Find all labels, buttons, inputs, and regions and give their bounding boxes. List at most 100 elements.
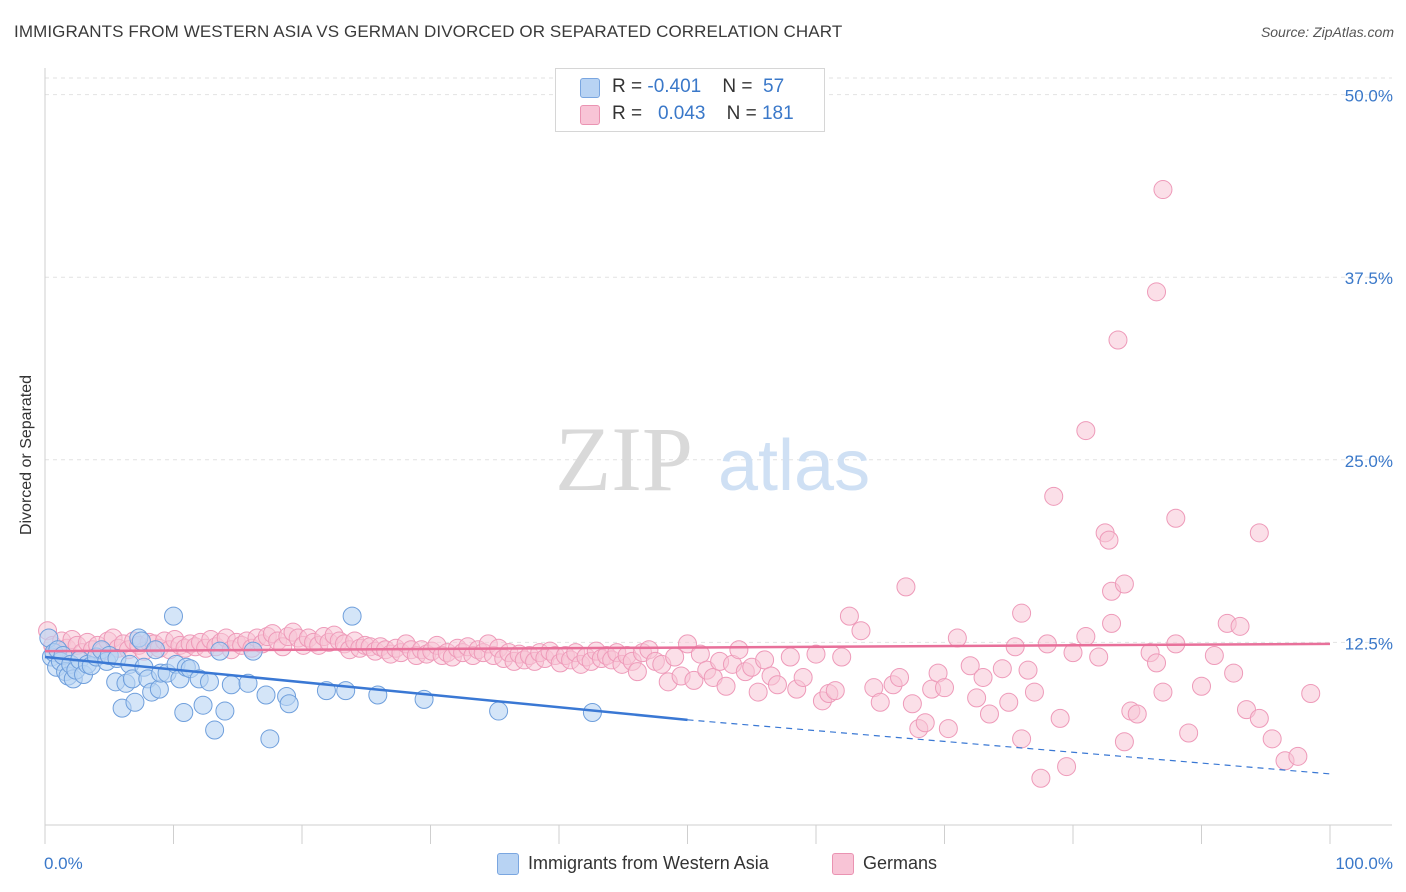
n-label: N =	[726, 103, 762, 124]
n-value: 57	[763, 76, 785, 97]
r-value: -0.401	[647, 76, 702, 97]
data-point-germans	[1147, 282, 1167, 302]
data-point-western-asia	[238, 673, 258, 693]
data-point-germans	[1301, 684, 1321, 704]
data-point-germans	[947, 628, 967, 648]
data-point-germans	[1018, 660, 1038, 680]
data-point-germans	[1204, 646, 1224, 666]
legend-swatch-blue	[580, 78, 600, 98]
data-point-germans	[1288, 746, 1308, 766]
data-point-germans	[1127, 704, 1147, 724]
data-point-germans	[1024, 682, 1044, 702]
watermark-zip: ZIP	[555, 408, 693, 510]
y-tick-label: 12.5%	[1345, 634, 1393, 653]
data-point-germans	[935, 678, 954, 698]
data-point-germans	[716, 676, 736, 696]
data-point-western-asia	[582, 703, 602, 723]
data-point-germans	[1012, 729, 1032, 749]
data-point-germans	[627, 662, 647, 682]
correlation-legend: R = -0.401 N = 57 R = 0.043 N = 181	[555, 68, 825, 132]
y-tick-label: 50.0%	[1345, 87, 1393, 106]
data-point-germans	[1057, 757, 1077, 777]
r-label: R =	[612, 103, 648, 124]
n-label: N =	[722, 76, 758, 97]
data-point-western-asia	[279, 694, 299, 714]
data-point-germans	[902, 694, 922, 714]
data-point-germans	[1012, 603, 1032, 623]
data-point-germans	[979, 704, 999, 724]
data-point-western-asia	[205, 720, 225, 740]
data-point-germans	[1230, 616, 1250, 636]
data-point-germans	[748, 682, 768, 702]
data-point-germans	[992, 659, 1012, 679]
data-point-germans	[960, 656, 980, 676]
trend-line-western-asia	[44, 655, 688, 722]
data-point-germans	[1099, 530, 1119, 550]
data-point-germans	[973, 667, 993, 687]
trend-lines	[44, 642, 1331, 775]
data-point-western-asia	[149, 679, 169, 699]
chart-title: IMMIGRANTS FROM WESTERN ASIA VS GERMAN D…	[14, 22, 843, 41]
data-point-germans	[890, 667, 910, 687]
data-point-germans	[767, 675, 787, 695]
data-point-germans	[999, 692, 1019, 712]
x-tick-label: 100.0%	[1335, 854, 1393, 873]
data-point-germans	[1249, 523, 1269, 543]
data-point-germans	[1147, 653, 1167, 673]
data-point-germans	[684, 670, 704, 690]
data-point-western-asia	[199, 672, 219, 692]
data-point-germans	[938, 719, 958, 739]
data-point-germans	[1179, 723, 1199, 743]
legend-item-germans: Germans	[832, 852, 972, 876]
data-point-germans	[1262, 729, 1282, 749]
data-point-western-asia	[260, 729, 280, 749]
data-point-germans	[1076, 627, 1096, 647]
data-point-western-asia	[342, 606, 362, 626]
data-point-germans	[1050, 708, 1070, 728]
r-value: 0.043	[657, 103, 706, 124]
data-point-germans	[967, 688, 987, 708]
data-point-germans	[1114, 574, 1134, 594]
data-point-germans	[870, 692, 890, 712]
tick-labels: 12.5% 25.0% 37.5% 50.0% 0.0% 100.0%	[44, 87, 1393, 873]
legend-text-2: R = 0.043 N = 181	[612, 103, 794, 125]
legend-text-1: R = -0.401 N = 57	[612, 76, 784, 98]
data-point-germans	[1153, 180, 1173, 200]
data-point-western-asia	[215, 701, 235, 721]
data-point-germans	[1063, 643, 1083, 663]
r-label: R =	[612, 76, 648, 97]
data-point-western-asia	[193, 695, 213, 715]
data-point-western-asia	[256, 685, 276, 705]
data-point-germans	[1153, 682, 1173, 702]
legend-label-western-asia: Immigrants from Western Asia	[528, 853, 769, 873]
legend-swatch-blue	[497, 853, 519, 875]
data-point-germans	[1108, 330, 1128, 350]
data-point-germans	[1114, 732, 1134, 752]
x-tick-label: 0.0%	[44, 854, 83, 873]
data-point-germans	[832, 647, 852, 667]
data-point-germans	[793, 667, 813, 687]
y-tick-label: 25.0%	[1345, 452, 1393, 471]
gridlines	[45, 77, 1392, 643]
trend-line-western-asia-extension	[687, 719, 1331, 775]
legend-row-western-asia: R = -0.401 N = 57	[556, 73, 824, 101]
source-label: Source: ZipAtlas.com	[1260, 24, 1394, 40]
data-point-germans	[1037, 634, 1057, 654]
data-point-germans	[780, 647, 800, 667]
watermark: ZIP atlas	[555, 408, 870, 510]
data-point-germans	[1192, 676, 1211, 696]
data-point-germans	[915, 713, 935, 733]
data-point-western-asia	[221, 675, 241, 695]
data-point-germans	[755, 650, 775, 670]
data-point-western-asia	[125, 692, 145, 712]
n-value: 181	[761, 103, 794, 124]
data-point-germans	[1031, 768, 1051, 788]
legend-label-germans: Germans	[863, 853, 938, 873]
data-point-germans	[806, 644, 826, 664]
watermark-atlas: atlas	[718, 426, 870, 506]
legend-swatch-pink	[580, 105, 600, 125]
data-point-western-asia	[164, 606, 183, 626]
data-point-western-asia	[336, 681, 356, 701]
data-point-germans	[1044, 486, 1064, 506]
